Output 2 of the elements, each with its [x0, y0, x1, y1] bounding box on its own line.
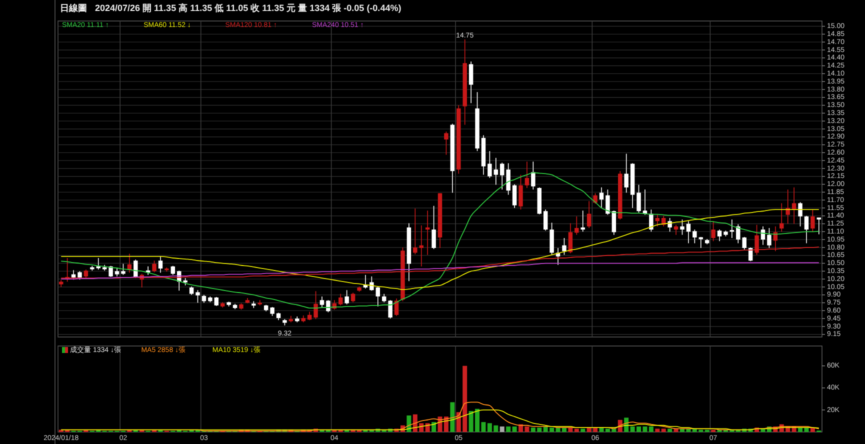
chart-title: 日線圖 — [60, 3, 87, 13]
chart-subtitle: 2024/07/26 開 11.35 高 11.35 低 11.05 收 11.35 元 量 1334 張 -0.05 (-0.44%) — [95, 3, 402, 13]
